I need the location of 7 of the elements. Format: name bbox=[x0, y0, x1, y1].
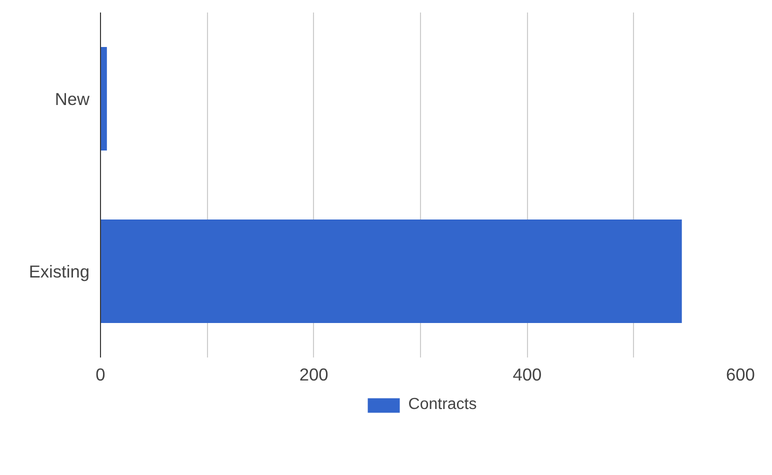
y-tick-label: New bbox=[54, 88, 90, 109]
y-tick-label: Existing bbox=[28, 261, 90, 282]
x-tick-label: 0 bbox=[96, 364, 106, 384]
x-tick-label: 400 bbox=[512, 364, 542, 384]
legend-label: Contracts bbox=[408, 396, 477, 414]
x-tick-label: 600 bbox=[726, 364, 755, 384]
x-tick-label: 200 bbox=[299, 364, 328, 384]
